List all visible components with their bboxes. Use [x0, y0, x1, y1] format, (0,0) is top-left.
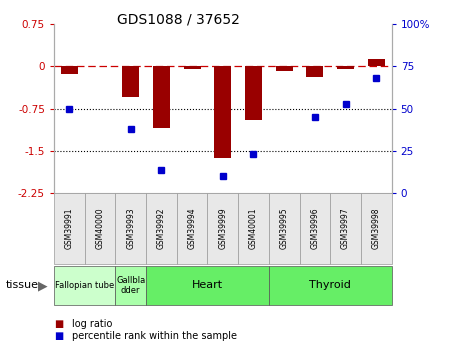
Bar	[214, 66, 231, 158]
Text: GSM39993: GSM39993	[126, 208, 135, 249]
Bar	[245, 66, 262, 120]
FancyBboxPatch shape	[269, 266, 392, 305]
Text: GSM39999: GSM39999	[218, 208, 227, 249]
Bar	[122, 66, 139, 97]
FancyBboxPatch shape	[115, 193, 146, 264]
Text: GSM39998: GSM39998	[372, 208, 381, 249]
Bar	[337, 66, 354, 69]
Bar	[306, 66, 323, 77]
FancyBboxPatch shape	[84, 193, 115, 264]
Bar	[153, 66, 170, 128]
Text: GSM39995: GSM39995	[280, 208, 289, 249]
Text: GSM39994: GSM39994	[188, 208, 197, 249]
Text: ■: ■	[54, 332, 63, 341]
Text: ■: ■	[54, 319, 63, 328]
Text: log ratio: log ratio	[72, 319, 112, 328]
Text: tissue: tissue	[6, 280, 38, 290]
Text: GSM40000: GSM40000	[96, 208, 105, 249]
Text: Fallopian tube: Fallopian tube	[55, 281, 114, 290]
Text: GSM39997: GSM39997	[341, 208, 350, 249]
FancyBboxPatch shape	[177, 193, 207, 264]
Text: GSM39992: GSM39992	[157, 208, 166, 249]
FancyBboxPatch shape	[207, 193, 238, 264]
Text: Heart: Heart	[192, 280, 223, 290]
FancyBboxPatch shape	[361, 193, 392, 264]
FancyBboxPatch shape	[300, 193, 330, 264]
FancyBboxPatch shape	[330, 193, 361, 264]
Bar	[368, 59, 385, 66]
FancyBboxPatch shape	[54, 266, 115, 305]
Bar	[276, 66, 293, 71]
Text: percentile rank within the sample: percentile rank within the sample	[72, 332, 237, 341]
Text: GSM39996: GSM39996	[310, 208, 319, 249]
Text: Thyroid: Thyroid	[309, 280, 351, 290]
Text: GSM40001: GSM40001	[249, 208, 258, 249]
FancyBboxPatch shape	[238, 193, 269, 264]
FancyBboxPatch shape	[54, 193, 84, 264]
FancyBboxPatch shape	[146, 193, 177, 264]
FancyBboxPatch shape	[115, 266, 146, 305]
Text: ▶: ▶	[38, 279, 48, 292]
FancyBboxPatch shape	[269, 193, 300, 264]
Text: GSM39991: GSM39991	[65, 208, 74, 249]
Text: Gallbla
dder: Gallbla dder	[116, 276, 145, 295]
FancyBboxPatch shape	[146, 266, 269, 305]
Bar	[61, 66, 78, 74]
Text: GDS1088 / 37652: GDS1088 / 37652	[117, 12, 240, 26]
Bar	[184, 66, 201, 69]
